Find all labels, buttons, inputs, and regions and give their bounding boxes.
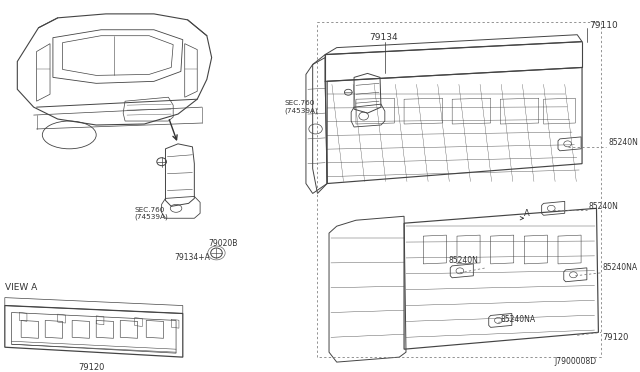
Text: VIEW A: VIEW A [5,283,37,292]
Text: J7900008D: J7900008D [554,357,596,366]
Text: 79134: 79134 [369,33,398,42]
Text: 85240N: 85240N [449,256,478,265]
Text: 85240N: 85240N [589,202,619,211]
Text: 79134+A: 79134+A [175,253,211,262]
Text: A: A [524,209,530,218]
Text: 79120: 79120 [78,363,104,372]
Text: 85240NA: 85240NA [602,263,637,272]
Text: 79120: 79120 [602,333,628,342]
Text: SEC.760
(74539A): SEC.760 (74539A) [285,100,319,114]
Text: 85240NA: 85240NA [500,315,536,324]
Text: 79110: 79110 [589,21,618,30]
Text: SEC.760
(74539A): SEC.760 (74539A) [134,206,168,220]
Text: 85240N: 85240N [608,138,638,147]
Text: 79020B: 79020B [209,238,238,247]
